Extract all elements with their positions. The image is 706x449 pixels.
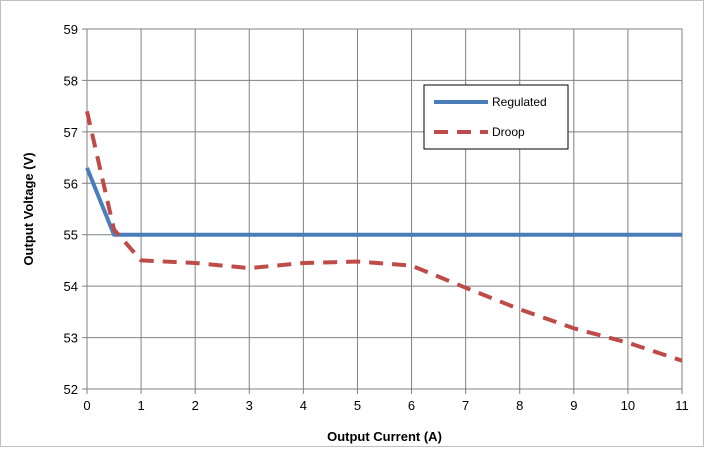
x-tick-label: 9 (570, 398, 577, 413)
y-tick-label: 52 (64, 382, 78, 397)
series-layer (85, 110, 683, 363)
legend-box (423, 84, 569, 150)
y-axis-title: Output Voltage (V) (21, 152, 36, 265)
x-tick-label: 2 (192, 398, 199, 413)
legend: Regulated Droop (423, 84, 569, 150)
x-tick-label: 11 (675, 398, 689, 413)
legend-label-regulated: Regulated (492, 95, 547, 109)
series-line-droop (85, 110, 683, 363)
y-tick-label: 55 (64, 228, 78, 243)
x-tick-label: 8 (516, 398, 523, 413)
legend-label-droop: Droop (492, 125, 525, 139)
grid-layer (82, 28, 683, 394)
y-tick-label: 54 (64, 279, 78, 294)
x-tick-label: 0 (83, 398, 90, 413)
y-tick-label: 56 (64, 176, 78, 191)
x-tick-label: 10 (621, 398, 635, 413)
y-tick-label: 59 (64, 22, 78, 37)
x-tick-label: 5 (354, 398, 361, 413)
x-tick-label: 1 (137, 398, 144, 413)
x-tick-label: 6 (408, 398, 415, 413)
x-axis-title: Output Current (A) (327, 429, 442, 444)
y-tick-label: 58 (64, 73, 78, 88)
y-tick-label: 57 (64, 125, 78, 140)
x-tick-label: 3 (246, 398, 253, 413)
y-tick-label: 53 (64, 331, 78, 346)
x-tick-label: 7 (462, 398, 469, 413)
series-line-regulated (85, 167, 682, 237)
x-tick-label: 4 (300, 398, 307, 413)
